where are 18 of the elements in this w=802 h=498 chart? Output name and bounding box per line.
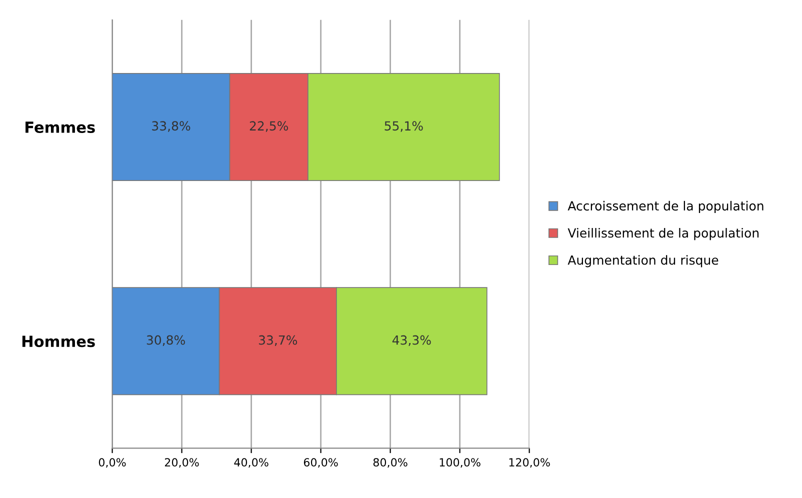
x-tick-label: 0,0% xyxy=(98,458,126,468)
data-label: 30,8% xyxy=(146,335,185,346)
x-tick-label: 100,0% xyxy=(440,458,480,468)
legend-label: Vieillissement de la population xyxy=(568,228,759,240)
legend-label: Augmentation du risque xyxy=(568,255,718,268)
data-label: 43,3% xyxy=(392,335,431,346)
y-tick-label: Hommes xyxy=(22,336,95,348)
x-tick-label: 20,0% xyxy=(164,458,199,468)
legend-label: Accroissement de la population xyxy=(568,200,764,214)
y-tick-label: Femmes xyxy=(26,122,95,134)
x-tick-label: 40,0% xyxy=(234,458,268,468)
x-tick-label: 120,0% xyxy=(509,458,550,468)
x-tick-label: 80,0% xyxy=(373,458,408,468)
data-label: 33,7% xyxy=(258,335,298,346)
data-label: 55,1% xyxy=(384,121,423,132)
data-label: 33,8% xyxy=(152,121,190,132)
x-tick-label: 60,0% xyxy=(304,458,338,468)
data-label: 22,5% xyxy=(250,121,288,132)
